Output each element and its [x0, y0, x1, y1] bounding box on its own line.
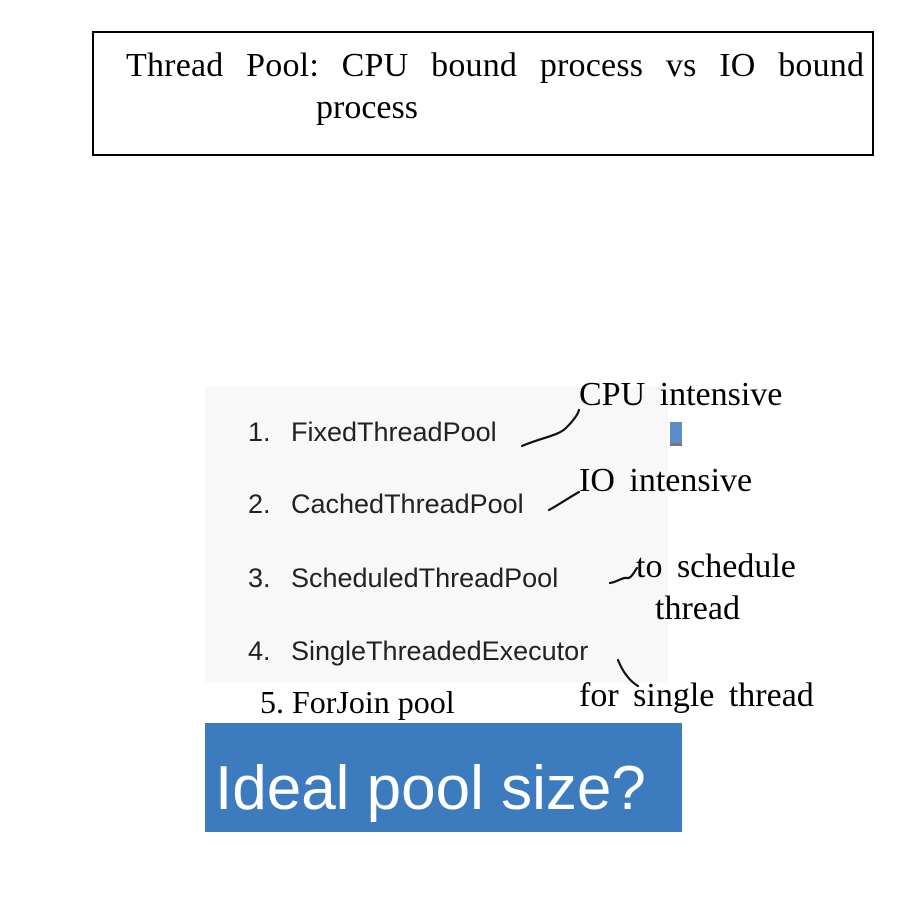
list-item-label: SingleThreadedExecutor [291, 636, 589, 666]
list-item-number: 3. [248, 563, 271, 593]
list-item-cached-thread-pool: 2. CachedThreadPool [248, 489, 524, 520]
list-item-forjoin-pool: 5. ForJoin pool [260, 684, 455, 720]
ideal-pool-size-banner: Ideal pool size? [205, 723, 682, 832]
page-title-continuation: process [316, 89, 418, 126]
annotation-single-thread: for single thread [579, 677, 814, 714]
list-item-scheduled-thread-pool: 3. ScheduledThreadPool [248, 563, 558, 594]
title-box: Thread Pool: CPU bound process vs IO bou… [92, 31, 874, 156]
list-item-number: 2. [248, 489, 271, 519]
connector-cached [547, 490, 581, 512]
pool-list-panel: 1. FixedThreadPool 2. CachedThreadPool 3. S… [205, 387, 668, 683]
list-item-label: FixedThreadPool [291, 417, 497, 447]
list-item-label: CachedThreadPool [291, 489, 524, 519]
connector-fixed [520, 408, 581, 448]
list-item-number: 1. [248, 417, 271, 447]
connector-single [616, 658, 640, 688]
annotation-cpu-intensive: CPU intensive [579, 376, 783, 413]
page-title: Thread Pool: CPU bound process vs IO bou… [126, 47, 865, 84]
list-item-label: ScheduledThreadPool [291, 563, 559, 593]
list-item-single-threaded-executor: 4. SingleThreadedExecutor [248, 636, 588, 667]
annotation-io-intensive: IO intensive [579, 462, 753, 499]
banner-heading: Ideal pool size? [215, 754, 646, 823]
annotation-to-schedule: to schedule [636, 548, 796, 585]
list-item-number: 4. [248, 636, 271, 666]
annotation-thread: thread [655, 590, 740, 627]
connector-scheduled [608, 566, 639, 585]
list-item-fixed-thread-pool: 1. FixedThreadPool [248, 417, 497, 448]
text-cursor-icon [670, 422, 682, 446]
